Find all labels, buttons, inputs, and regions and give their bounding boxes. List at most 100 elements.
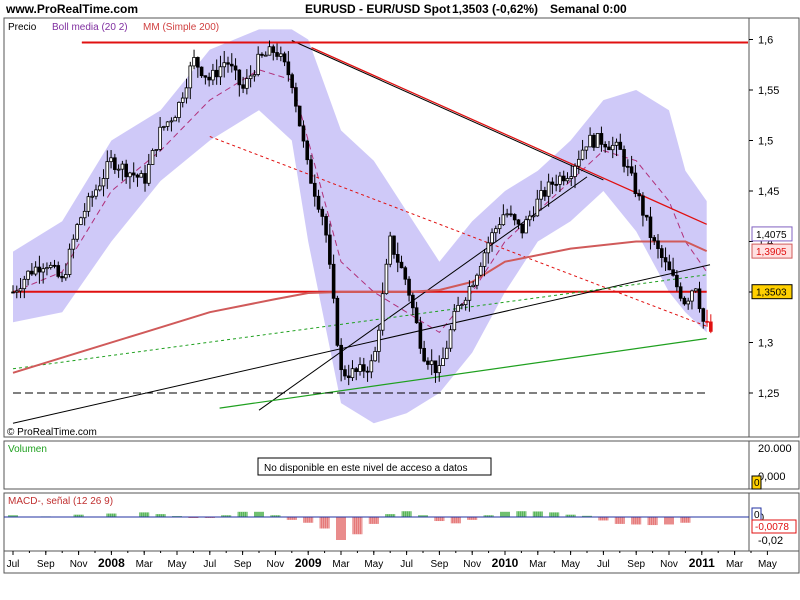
watermark: © ProRealTime.com	[7, 427, 97, 438]
candle-body	[637, 193, 641, 197]
site-name[interactable]: www.ProRealTime.com	[6, 2, 139, 16]
candle-body	[512, 214, 517, 221]
xtick-label: 2008	[98, 556, 125, 570]
xtick-label: Mar	[726, 559, 744, 570]
candle-body	[154, 149, 159, 151]
candle-body	[686, 300, 690, 305]
candle-body	[411, 294, 415, 309]
ytick-label: 1,6	[758, 35, 773, 47]
candle-body	[437, 365, 442, 374]
candle-body	[478, 265, 483, 276]
macd-plot-area	[8, 511, 691, 540]
candle-body	[599, 133, 604, 145]
candle-body	[64, 274, 68, 279]
volume-ytick-bottom: 0,000	[758, 471, 786, 483]
xtick-label: Jul	[597, 559, 610, 570]
price-label-price: 1,3503	[756, 288, 787, 299]
candle-body	[486, 242, 491, 254]
symbol-title: EURUSD - EUR/USD Spot	[305, 2, 451, 16]
candle-body	[260, 53, 264, 56]
main-plot-area	[11, 29, 748, 424]
volume-notice: No disponible en este nivel de acceso a …	[264, 463, 467, 474]
xtick-label: Sep	[37, 559, 55, 570]
candle-body	[263, 54, 268, 57]
candle-body	[105, 161, 110, 179]
candle-body	[467, 286, 472, 301]
candle-body	[67, 248, 72, 275]
candle-body	[414, 307, 419, 324]
candle-body	[452, 310, 457, 331]
candle-body	[667, 261, 672, 271]
candle-body	[539, 190, 543, 200]
candle-body	[671, 269, 675, 276]
candle-body	[595, 133, 600, 148]
trendline-black	[291, 40, 604, 181]
candle-body	[622, 149, 626, 167]
candle-body	[203, 75, 208, 78]
candle-body	[433, 360, 438, 374]
candle-body	[309, 159, 313, 184]
candle-body	[116, 168, 121, 171]
candle-body	[656, 240, 660, 250]
timeframe-label[interactable]: Semanal 0:00	[550, 2, 627, 16]
candle-body	[501, 214, 506, 226]
candle-body	[143, 173, 147, 184]
macd-value: -0,0078	[755, 522, 789, 533]
candle-body	[233, 65, 238, 71]
candle-body	[490, 232, 494, 244]
candle-body	[150, 150, 155, 165]
bollinger-band	[13, 29, 707, 424]
candle-body	[79, 217, 83, 225]
candle-body	[211, 69, 215, 81]
volume-ytick-top: 20.000	[758, 443, 792, 455]
candle-body	[663, 257, 668, 263]
candle-body	[448, 329, 453, 349]
xtick-label: Sep	[234, 559, 252, 570]
xtick-label: Jul	[203, 559, 216, 570]
time-axis	[3, 550, 800, 574]
macd-title: MACD-, señal (12 26 9)	[8, 496, 113, 507]
candle-body	[199, 66, 204, 77]
price-label-box-boll	[751, 226, 793, 242]
legend-bollinger: Boll media (20 2)	[52, 22, 128, 33]
macd-ytick: -0,02	[758, 535, 783, 547]
candle-body	[407, 278, 411, 296]
candle-body	[565, 178, 570, 182]
candle-body	[56, 265, 61, 277]
candle-body	[482, 252, 487, 267]
candle-body	[41, 268, 45, 273]
candle-body	[275, 52, 279, 57]
candle-body	[48, 264, 53, 268]
candle-body	[644, 214, 649, 218]
candle-body	[641, 195, 645, 216]
candle-body	[675, 274, 679, 288]
candle-body	[343, 369, 347, 377]
candle-body	[14, 290, 19, 293]
trendline-black	[12, 264, 711, 424]
candle-body	[527, 215, 532, 221]
candle-body	[509, 213, 513, 216]
xtick-label: Nov	[463, 559, 481, 570]
candle-body	[697, 288, 702, 310]
candle-body	[146, 164, 151, 184]
trendline-resistance_dashed	[209, 136, 707, 327]
xtick-label: May	[561, 559, 580, 570]
candle-body	[33, 266, 38, 275]
candle-body	[11, 291, 15, 294]
candle-body	[505, 213, 509, 216]
candle-body	[90, 195, 95, 198]
candle-body	[248, 75, 253, 79]
candle-body	[139, 173, 144, 178]
candle-body	[271, 46, 276, 53]
candle-body	[328, 234, 332, 265]
candle-body	[282, 53, 287, 63]
candle-body	[429, 360, 434, 365]
candle-body	[516, 219, 521, 225]
candle-body	[237, 69, 242, 86]
candle-body	[158, 126, 162, 150]
candle-body	[403, 267, 408, 280]
candle-body	[709, 321, 713, 332]
candle-body	[222, 62, 227, 68]
price-label-box-price	[751, 284, 793, 300]
